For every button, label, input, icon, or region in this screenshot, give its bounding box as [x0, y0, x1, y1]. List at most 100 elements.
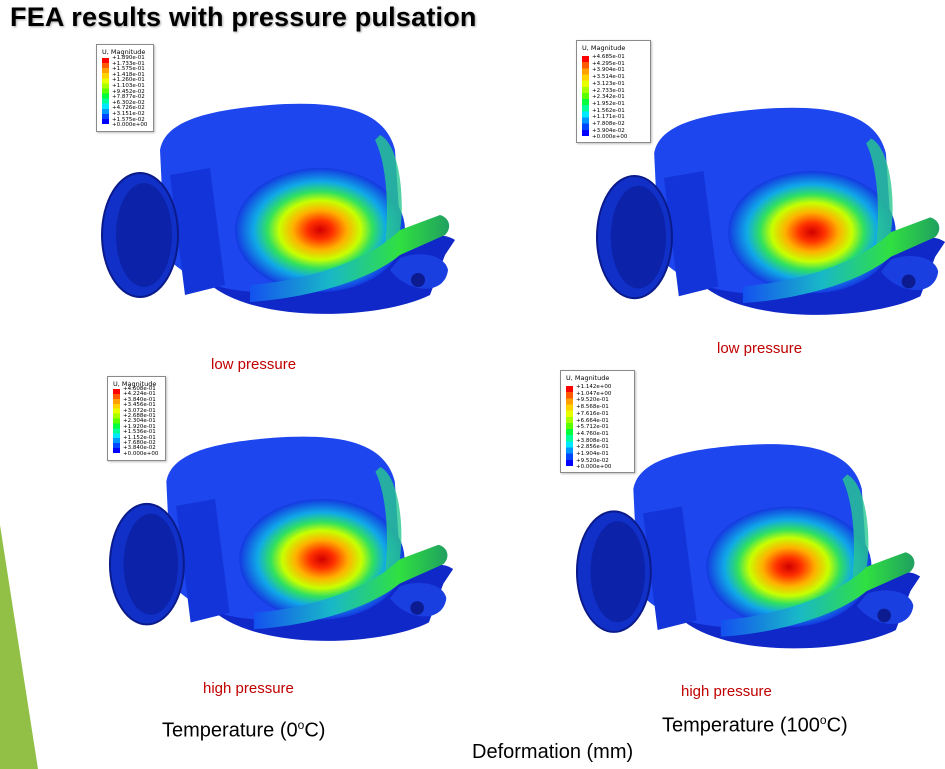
legend-value: +2.733e-01 [592, 87, 625, 94]
inlet-bore [123, 513, 178, 615]
legend-color-bar [113, 389, 120, 453]
legend-title: U, Magnitude [113, 380, 157, 388]
legend-title: U, Magnitude [102, 48, 146, 56]
legend-value: +3.072e-01 [123, 407, 156, 414]
slide-accent-bar [0, 525, 38, 769]
legend-value: +9.520e-02 [576, 457, 609, 464]
legend-value: +2.304e-01 [123, 418, 156, 425]
legend-value: +7.680e-02 [123, 440, 156, 447]
legend-value: +1.152e-01 [123, 434, 156, 441]
flange-rim [253, 544, 448, 630]
legend-value: +1.103e-01 [112, 82, 145, 89]
legend-value: +1.952e-01 [592, 100, 625, 107]
legend-value: +3.151e-02 [112, 110, 145, 117]
deformation-label: Deformation (mm) [472, 741, 634, 763]
panel-caption: low pressure [717, 340, 803, 357]
legend-value: +4.224e-01 [123, 391, 156, 398]
legend-values: +4.685e-01 +4.295e-01 +3.904e-01 +3.514e-01… [592, 54, 627, 141]
panel-caption: low pressure [211, 356, 297, 373]
fea-model-image [101, 103, 455, 314]
legend-value: +1.920e-01 [123, 423, 156, 430]
legend-value: +2.688e-01 [123, 413, 156, 420]
bolt-hole [877, 608, 891, 623]
legend-value: +1.904e-01 [576, 451, 609, 458]
legend-color-bar [582, 56, 589, 136]
legend-color-bar [102, 58, 109, 124]
legend-value: +0.000e+00 [123, 450, 159, 457]
contour-legend: U, Magnitude +4.608e-01 +4.224e-01 +3.840e… [107, 376, 166, 461]
mounting-lug [390, 254, 448, 289]
flange-rim [742, 217, 940, 304]
legend-value: +1.575e-01 [112, 66, 145, 73]
legend-value: +6.302e-02 [112, 99, 145, 106]
legend-value: +0.000e+00 [112, 122, 148, 129]
bolt-hole [411, 273, 425, 287]
legend-value: +1.418e-01 [112, 71, 145, 78]
legend-value: +9.452e-02 [112, 88, 145, 95]
side-panel [842, 474, 869, 582]
legend-value: +8.568e-01 [576, 404, 609, 411]
legend-value: +1.575e-02 [112, 116, 145, 123]
legend-value: +3.840e-02 [123, 445, 156, 452]
legend-value: +0.000e+00 [576, 464, 612, 471]
inlet-bore [116, 183, 172, 287]
legend-value: +1.260e-01 [112, 77, 145, 84]
contour-legend: U, Magnitude +1.890e-01 +1.733e-01 +1.575e… [96, 44, 154, 132]
mounting-lug [880, 256, 939, 291]
side-panel [375, 135, 402, 245]
flange-rim [250, 215, 450, 302]
legend-color-bar [566, 386, 573, 466]
legend-title: U, Magnitude [582, 44, 626, 52]
inlet-pipe [170, 168, 225, 295]
flange-rim [720, 552, 915, 637]
fea-model-image [575, 444, 921, 649]
legend-value: +3.456e-01 [123, 402, 156, 409]
bolt-hole [901, 274, 916, 289]
legend-value: +3.123e-01 [592, 80, 625, 87]
legend-value: +9.520e-01 [576, 397, 609, 404]
legend-value: +5.712e-01 [576, 424, 609, 431]
inlet-bore [590, 521, 645, 623]
legend-value: +3.514e-01 [592, 74, 625, 81]
mounting-lug [856, 590, 914, 624]
legend-value: +3.904e-02 [592, 127, 625, 134]
legend-value: +7.877e-02 [112, 94, 145, 101]
legend-values: +4.608e-01 +4.224e-01 +3.840e-01 +3.456e-01… [123, 386, 159, 457]
legend-value: +2.342e-01 [592, 94, 625, 101]
temperature-label-100c: Temperature (100oC) [662, 713, 848, 737]
legend-values: +1.142e+00 +1.047e+00 +9.520e-01 +8.568e-01… [576, 384, 611, 471]
legend-value: +2.856e-01 [576, 444, 609, 451]
legend-value: +4.685e-01 [592, 54, 625, 60]
legend-value: +1.890e-01 [112, 55, 145, 61]
contour-legend: U, Magnitude +1.142e+00 +1.047e+00 +9.520e… [560, 370, 635, 473]
inlet-pipe [176, 499, 230, 623]
panel-caption: high pressure [681, 683, 772, 700]
legend-value: +4.726e-02 [112, 105, 145, 112]
contour-legend: U, Magnitude +4.685e-01 +4.295e-01 +3.904e… [576, 40, 651, 143]
mounting-lug [389, 582, 447, 617]
inlet-pipe [643, 506, 697, 630]
bolt-hole [410, 601, 424, 615]
legend-value: +1.171e-01 [592, 114, 625, 121]
legend-values: +1.890e-01 +1.733e-01 +1.575e-01 +1.418e-01… [112, 55, 148, 129]
fea-model-image [595, 107, 945, 315]
legend-value: +3.840e-01 [123, 396, 156, 403]
legend-value: +1.047e+00 [576, 390, 612, 397]
legend-value: +4.295e-01 [592, 60, 625, 67]
legend-value: +7.616e-01 [576, 410, 609, 417]
legend-value: +7.808e-02 [592, 121, 625, 128]
side-panel [375, 466, 402, 574]
legend-value: +4.608e-01 [123, 386, 156, 392]
inlet-pipe [664, 171, 719, 297]
side-panel [866, 138, 893, 247]
legend-value: +1.142e+00 [576, 384, 612, 390]
legend-value: +6.664e-01 [576, 417, 609, 424]
legend-value: +3.904e-01 [592, 67, 625, 74]
legend-value: +0.000e+00 [592, 134, 628, 141]
legend-value: +3.808e-01 [576, 437, 609, 444]
legend-value: +1.562e-01 [592, 107, 625, 114]
slide-title: FEA results with pressure pulsation [10, 2, 477, 32]
legend-value: +4.760e-01 [576, 430, 609, 437]
inlet-bore [610, 185, 666, 289]
panel-caption: high pressure [203, 680, 294, 697]
